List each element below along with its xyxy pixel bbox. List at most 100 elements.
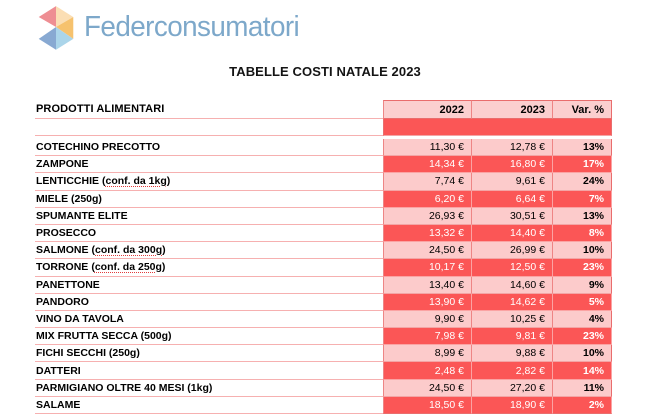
var-pct: 7% bbox=[553, 190, 612, 208]
column-header-2022: 2022 bbox=[383, 100, 472, 119]
product-name: MIELE (250g) bbox=[36, 192, 102, 205]
price-2023: 26,99 € bbox=[472, 242, 553, 260]
product-name: SPUMANTE ELITE bbox=[36, 209, 128, 222]
spacer-row bbox=[35, 119, 612, 136]
price-2023: 9,81 € bbox=[472, 328, 553, 346]
price-2023: 2,82 € bbox=[472, 362, 553, 380]
column-header-products: PRODOTTI ALIMENTARI bbox=[35, 100, 383, 119]
var-pct: 14% bbox=[553, 362, 612, 380]
table-row: SALMONE conf. da 300g 24,50 € 26,99 € 10% bbox=[35, 242, 612, 260]
product-label: SPUMANTE ELITE bbox=[35, 208, 383, 225]
spacer-label-cell bbox=[35, 119, 383, 136]
price-2022: 10,17 € bbox=[383, 259, 472, 277]
price-2023: 27,20 € bbox=[472, 379, 553, 397]
price-2023: 6,64 € bbox=[472, 190, 553, 208]
product-label: PANDORO bbox=[35, 294, 383, 311]
price-2022: 26,93 € bbox=[383, 207, 472, 225]
product-label: LENTICCHIE conf. da 1kg bbox=[35, 173, 383, 191]
table-row: MIX FRUTTA SECCA (500g) 7,98 € 9,81 € 23… bbox=[35, 328, 612, 346]
var-pct: 13% bbox=[553, 207, 612, 225]
table-body: COTECHINO PRECOTTO 11,30 € 12,78 € 13% Z… bbox=[35, 139, 612, 414]
product-name: PANETTONE bbox=[36, 278, 100, 291]
var-pct: 23% bbox=[553, 259, 612, 277]
var-pct: 10% bbox=[553, 242, 612, 260]
product-name: DATTERI bbox=[36, 364, 81, 377]
table-row: VINO DA TAVOLA 9,90 € 10,25 € 4% bbox=[35, 310, 612, 329]
table-row: PROSECCO 13,32 € 14,40 € 8% bbox=[35, 224, 612, 243]
product-name: PARMIGIANO OLTRE 40 MESI (1kg) bbox=[36, 381, 213, 394]
table-row: PANDORO 13,90 € 14,62 € 5% bbox=[35, 293, 612, 311]
product-note-text: conf. da 250g bbox=[94, 261, 162, 274]
page-title: TABELLE COSTI NATALE 2023 bbox=[229, 64, 421, 79]
price-2023: 16,80 € bbox=[472, 156, 553, 174]
price-2023: 12,78 € bbox=[472, 139, 553, 157]
var-pct: 24% bbox=[553, 173, 612, 191]
var-pct: 8% bbox=[553, 224, 612, 243]
price-2023: 12,50 € bbox=[472, 259, 553, 277]
var-pct: 5% bbox=[553, 293, 612, 311]
price-2022: 24,50 € bbox=[383, 379, 472, 397]
product-name: COTECHINO PRECOTTO bbox=[36, 141, 161, 154]
price-2023: 9,88 € bbox=[472, 345, 553, 363]
table-row: ZAMPONE 14,34 € 16,80 € 17% bbox=[35, 156, 612, 174]
product-name: ZAMPONE bbox=[36, 158, 89, 171]
var-pct: 23% bbox=[553, 328, 612, 346]
price-2022: 2,48 € bbox=[383, 362, 472, 380]
price-2023: 18,90 € bbox=[472, 396, 553, 414]
table-row: FICHI SECCHI (250g) 8,99 € 9,88 € 10% bbox=[35, 345, 612, 363]
brand-name: Federconsumatori bbox=[84, 10, 300, 43]
product-note: conf. da 250g bbox=[91, 261, 165, 273]
product-label: PANETTONE bbox=[35, 277, 383, 294]
table-row: SPUMANTE ELITE 26,93 € 30,51 € 13% bbox=[35, 207, 612, 225]
table-row: PARMIGIANO OLTRE 40 MESI (1kg) 24,50 € 2… bbox=[35, 379, 612, 397]
product-name: SALAME bbox=[36, 398, 81, 411]
product-label: MIX FRUTTA SECCA (500g) bbox=[35, 328, 383, 346]
table-row: SALAME 18,50 € 18,90 € 2% bbox=[35, 396, 612, 414]
price-2023: 9,61 € bbox=[472, 173, 553, 191]
price-2023: 14,62 € bbox=[472, 293, 553, 311]
product-name: VINO DA TAVOLA bbox=[36, 312, 124, 325]
column-header-2023: 2023 bbox=[472, 100, 553, 119]
product-note-text: conf. da 300g bbox=[95, 244, 163, 257]
product-name: MIX FRUTTA SECCA (500g) bbox=[36, 330, 172, 343]
product-name: TORRONE bbox=[36, 261, 89, 274]
product-label: ZAMPONE bbox=[35, 156, 383, 174]
price-2022: 8,99 € bbox=[383, 345, 472, 363]
product-label: COTECHINO PRECOTTO bbox=[35, 139, 383, 157]
price-2022: 14,34 € bbox=[383, 156, 472, 174]
pinwheel-hexagon-icon bbox=[38, 6, 74, 50]
product-label: VINO DA TAVOLA bbox=[35, 311, 383, 329]
product-name: PANDORO bbox=[36, 295, 89, 308]
price-2022: 24,50 € bbox=[383, 242, 472, 260]
var-pct: 11% bbox=[553, 379, 612, 397]
product-name: FICHI SECCHI (250g) bbox=[36, 347, 140, 360]
product-name: PROSECCO bbox=[36, 227, 97, 240]
price-table: PRODOTTI ALIMENTARI 2022 2023 Var. % COT… bbox=[35, 100, 612, 414]
spacer-red-band bbox=[383, 119, 612, 136]
var-pct: 4% bbox=[553, 310, 612, 329]
table-row: LENTICCHIE conf. da 1kg 7,74 € 9,61 € 24% bbox=[35, 173, 612, 191]
table-row: TORRONE conf. da 250g 10,17 € 12,50 € 23% bbox=[35, 259, 612, 277]
price-2022: 13,32 € bbox=[383, 224, 472, 243]
price-2023: 14,60 € bbox=[472, 276, 553, 294]
var-pct: 9% bbox=[553, 276, 612, 294]
table-row: PANETTONE 13,40 € 14,60 € 9% bbox=[35, 276, 612, 294]
product-label: PROSECCO bbox=[35, 225, 383, 243]
product-label: SALAME bbox=[35, 397, 383, 414]
product-label: PARMIGIANO OLTRE 40 MESI (1kg) bbox=[35, 380, 383, 397]
product-label: SALMONE conf. da 300g bbox=[35, 242, 383, 260]
price-2022: 7,98 € bbox=[383, 328, 472, 346]
product-note: conf. da 1kg bbox=[102, 175, 170, 187]
var-pct: 10% bbox=[553, 345, 612, 363]
table-row: MIELE (250g) 6,20 € 6,64 € 7% bbox=[35, 190, 612, 208]
price-2022: 13,40 € bbox=[383, 276, 472, 294]
logo: Federconsumatori bbox=[36, 3, 308, 51]
price-2022: 7,74 € bbox=[383, 173, 472, 191]
product-name: LENTICCHIE bbox=[36, 175, 99, 188]
price-2022: 11,30 € bbox=[383, 139, 472, 157]
price-2023: 10,25 € bbox=[472, 310, 553, 329]
price-2022: 13,90 € bbox=[383, 293, 472, 311]
price-2022: 6,20 € bbox=[383, 190, 472, 208]
product-label: TORRONE conf. da 250g bbox=[35, 259, 383, 277]
column-header-var: Var. % bbox=[553, 100, 612, 119]
